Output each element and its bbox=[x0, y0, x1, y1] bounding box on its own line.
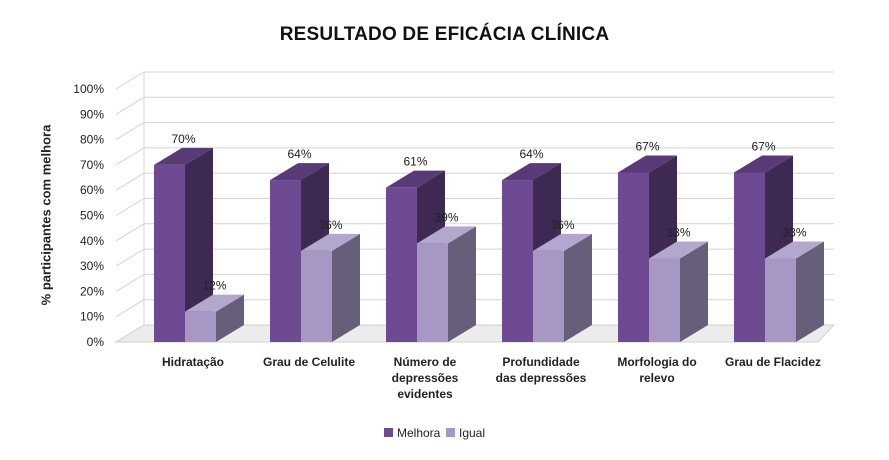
gridline-side bbox=[115, 198, 145, 216]
legend-swatch-melhora bbox=[384, 428, 393, 437]
legend-swatch-igual bbox=[446, 428, 455, 437]
bar-melhora bbox=[386, 187, 417, 342]
data-label-igual: 36% bbox=[550, 218, 574, 232]
bar-melhora bbox=[270, 180, 301, 342]
category-label: Morfologia do bbox=[617, 355, 696, 369]
bar-top-melhora bbox=[618, 155, 677, 173]
gridline-side bbox=[115, 223, 145, 242]
bar-top-melhora bbox=[386, 170, 445, 188]
y-tick-label: 90% bbox=[80, 107, 104, 121]
data-label-igual: 33% bbox=[666, 226, 690, 240]
category-label: Grau de Celulite bbox=[263, 355, 355, 369]
bar-top-melhora bbox=[270, 163, 329, 181]
data-label-melhora: 64% bbox=[519, 147, 543, 161]
legend-label-melhora: Melhora bbox=[397, 426, 441, 440]
bar-side-igual bbox=[680, 241, 708, 342]
gridline-side bbox=[115, 299, 145, 318]
bar-melhora bbox=[154, 164, 185, 342]
y-tick-label: 20% bbox=[80, 284, 104, 298]
gridline-side bbox=[115, 96, 145, 115]
y-tick-label: 10% bbox=[80, 310, 104, 324]
gridline-side bbox=[115, 147, 145, 166]
gridline-side bbox=[115, 273, 145, 292]
bar-igual bbox=[301, 250, 332, 342]
y-tick-label: 30% bbox=[80, 259, 104, 273]
gridline-side bbox=[115, 172, 145, 191]
bar-igual bbox=[649, 258, 680, 342]
gridline-side bbox=[115, 122, 145, 141]
category-label: Número de bbox=[394, 355, 457, 369]
bar-igual bbox=[765, 258, 796, 342]
data-label-melhora: 64% bbox=[287, 147, 311, 161]
bar-top-melhora bbox=[734, 155, 793, 173]
bar-side-melhora bbox=[185, 147, 213, 342]
category-label: Hidratação bbox=[162, 355, 224, 369]
category-label: das depressões bbox=[496, 371, 587, 385]
data-label-melhora: 61% bbox=[403, 155, 427, 169]
category-label: evidentes bbox=[397, 387, 453, 401]
bar-side-igual bbox=[332, 233, 360, 342]
bar-top-igual bbox=[301, 233, 360, 251]
bar-top-melhora bbox=[502, 163, 561, 181]
data-label-igual: 12% bbox=[202, 279, 226, 293]
bar-side-igual bbox=[564, 233, 592, 342]
gridline-side bbox=[115, 71, 145, 90]
data-label-melhora: 70% bbox=[171, 132, 195, 146]
y-tick-label: 60% bbox=[80, 183, 104, 197]
data-label-igual: 36% bbox=[318, 218, 342, 232]
y-tick-label: 0% bbox=[87, 335, 105, 349]
bar-igual bbox=[417, 243, 448, 342]
bar-top-igual bbox=[533, 233, 592, 251]
bar-top-igual bbox=[649, 241, 708, 259]
data-label-igual: 39% bbox=[434, 210, 458, 224]
category-label: Profundidade bbox=[502, 355, 580, 369]
data-label-igual: 33% bbox=[782, 226, 806, 240]
chart-title: RESULTADO DE EFICÁCIA CLÍNICA bbox=[279, 24, 610, 45]
bar-melhora bbox=[734, 172, 765, 342]
y-tick-label: 50% bbox=[80, 209, 104, 223]
gridline-side bbox=[115, 248, 145, 267]
bar-top-igual bbox=[765, 241, 824, 259]
bar-top-igual bbox=[417, 226, 476, 244]
bar-top-melhora bbox=[154, 147, 213, 165]
bar-side-igual bbox=[448, 226, 476, 342]
data-label-melhora: 67% bbox=[635, 139, 659, 153]
category-label: Grau de Flacidez bbox=[725, 355, 821, 369]
bar-igual bbox=[185, 311, 216, 342]
bar-melhora bbox=[502, 180, 533, 342]
bar-top-igual bbox=[185, 294, 244, 312]
category-label: relevo bbox=[639, 371, 674, 385]
data-label-melhora: 67% bbox=[751, 139, 775, 153]
bar-side-igual bbox=[216, 294, 244, 342]
y-tick-label: 40% bbox=[80, 234, 104, 248]
bar-igual bbox=[533, 250, 564, 342]
y-tick-label: 100% bbox=[73, 82, 104, 96]
bar-side-igual bbox=[796, 241, 824, 342]
y-tick-label: 80% bbox=[80, 133, 104, 147]
category-label: depressões bbox=[392, 371, 459, 385]
bar-melhora bbox=[618, 172, 649, 342]
legend-label-igual: Igual bbox=[459, 426, 485, 440]
y-tick-label: 70% bbox=[80, 158, 104, 172]
